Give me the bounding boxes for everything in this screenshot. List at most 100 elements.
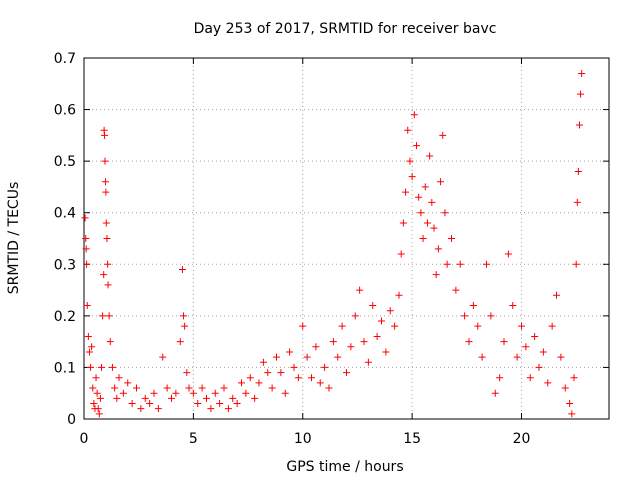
data-point bbox=[115, 374, 123, 382]
data-point bbox=[104, 281, 112, 289]
data-point bbox=[290, 363, 298, 371]
data-point bbox=[402, 188, 410, 196]
data-point bbox=[286, 348, 294, 356]
data-point bbox=[316, 379, 324, 387]
data-point bbox=[399, 219, 407, 227]
y-tick-label: 0.5 bbox=[54, 154, 76, 170]
plot-border bbox=[83, 57, 610, 420]
data-point bbox=[557, 353, 565, 361]
data-point bbox=[419, 235, 427, 242]
data-point bbox=[96, 394, 104, 402]
data-point bbox=[369, 302, 377, 310]
data-point bbox=[417, 209, 425, 217]
y-tick-label: 0.4 bbox=[54, 206, 76, 222]
data-point bbox=[561, 384, 569, 392]
data-point bbox=[216, 400, 224, 408]
data-point bbox=[321, 363, 329, 371]
data-point bbox=[113, 394, 121, 402]
y-axis-label: SRMTID / TECUs bbox=[6, 182, 22, 295]
data-point bbox=[103, 235, 111, 242]
data-point bbox=[146, 400, 154, 408]
y-tick-label: 0.6 bbox=[54, 103, 76, 119]
data-point bbox=[443, 260, 451, 268]
data-point bbox=[90, 400, 98, 408]
data-point bbox=[93, 389, 101, 397]
data-point bbox=[83, 260, 91, 268]
x-tick-label: 15 bbox=[403, 431, 421, 447]
data-point bbox=[397, 250, 405, 258]
data-point bbox=[281, 389, 289, 397]
grid-lines bbox=[84, 58, 609, 419]
x-tick-label: 5 bbox=[189, 431, 198, 447]
data-point bbox=[404, 126, 412, 134]
data-point bbox=[84, 332, 92, 340]
data-point bbox=[273, 353, 280, 361]
data-point bbox=[198, 384, 206, 392]
data-point bbox=[504, 250, 512, 258]
data-point bbox=[189, 389, 197, 397]
data-point bbox=[82, 235, 90, 242]
data-point bbox=[183, 369, 191, 377]
data-point bbox=[101, 157, 109, 165]
data-point bbox=[308, 374, 315, 382]
data-point bbox=[522, 343, 530, 351]
data-point bbox=[566, 400, 574, 408]
data-point bbox=[88, 343, 96, 351]
data-point bbox=[395, 291, 403, 299]
y-tick-label: 0.1 bbox=[54, 360, 76, 376]
data-point bbox=[119, 389, 127, 397]
data-point bbox=[98, 363, 105, 371]
data-point bbox=[277, 369, 285, 377]
data-point bbox=[573, 198, 581, 206]
data-point bbox=[343, 369, 350, 377]
data-point bbox=[364, 358, 372, 366]
data-point bbox=[141, 394, 149, 402]
data-points bbox=[81, 69, 586, 418]
data-point bbox=[101, 178, 109, 186]
data-point bbox=[294, 374, 302, 382]
data-point bbox=[203, 394, 210, 402]
data-point bbox=[434, 245, 442, 253]
data-point bbox=[478, 353, 486, 361]
data-point bbox=[100, 271, 108, 279]
data-point bbox=[382, 348, 390, 356]
data-point bbox=[104, 260, 112, 268]
data-point bbox=[264, 369, 272, 377]
data-point bbox=[577, 90, 585, 98]
data-point bbox=[351, 312, 359, 320]
data-point bbox=[220, 384, 228, 392]
data-point bbox=[544, 379, 552, 387]
data-point bbox=[246, 374, 254, 382]
data-point bbox=[456, 260, 464, 268]
x-tick-label: 10 bbox=[294, 431, 312, 447]
data-point bbox=[124, 379, 132, 387]
data-point bbox=[172, 389, 180, 397]
data-point bbox=[89, 384, 97, 392]
data-point bbox=[491, 389, 499, 397]
data-point bbox=[207, 405, 215, 413]
y-tick-label: 0.3 bbox=[54, 257, 76, 273]
data-point bbox=[92, 374, 100, 382]
data-point bbox=[572, 260, 580, 268]
data-point bbox=[386, 307, 394, 315]
data-point bbox=[461, 312, 469, 320]
data-point bbox=[106, 338, 114, 346]
data-point bbox=[329, 338, 337, 346]
data-point bbox=[83, 302, 91, 310]
data-point bbox=[356, 286, 364, 294]
data-point bbox=[94, 405, 102, 413]
data-point bbox=[415, 193, 423, 201]
data-point bbox=[439, 131, 447, 139]
data-point bbox=[233, 400, 241, 408]
data-point bbox=[430, 224, 438, 232]
y-tick-label: 0.2 bbox=[54, 309, 76, 325]
data-point bbox=[229, 394, 237, 402]
data-point bbox=[406, 157, 414, 165]
data-point bbox=[452, 286, 460, 294]
data-point bbox=[255, 379, 263, 387]
data-point bbox=[432, 271, 440, 279]
data-point bbox=[108, 363, 116, 371]
data-point bbox=[259, 358, 267, 366]
data-point bbox=[518, 322, 525, 330]
